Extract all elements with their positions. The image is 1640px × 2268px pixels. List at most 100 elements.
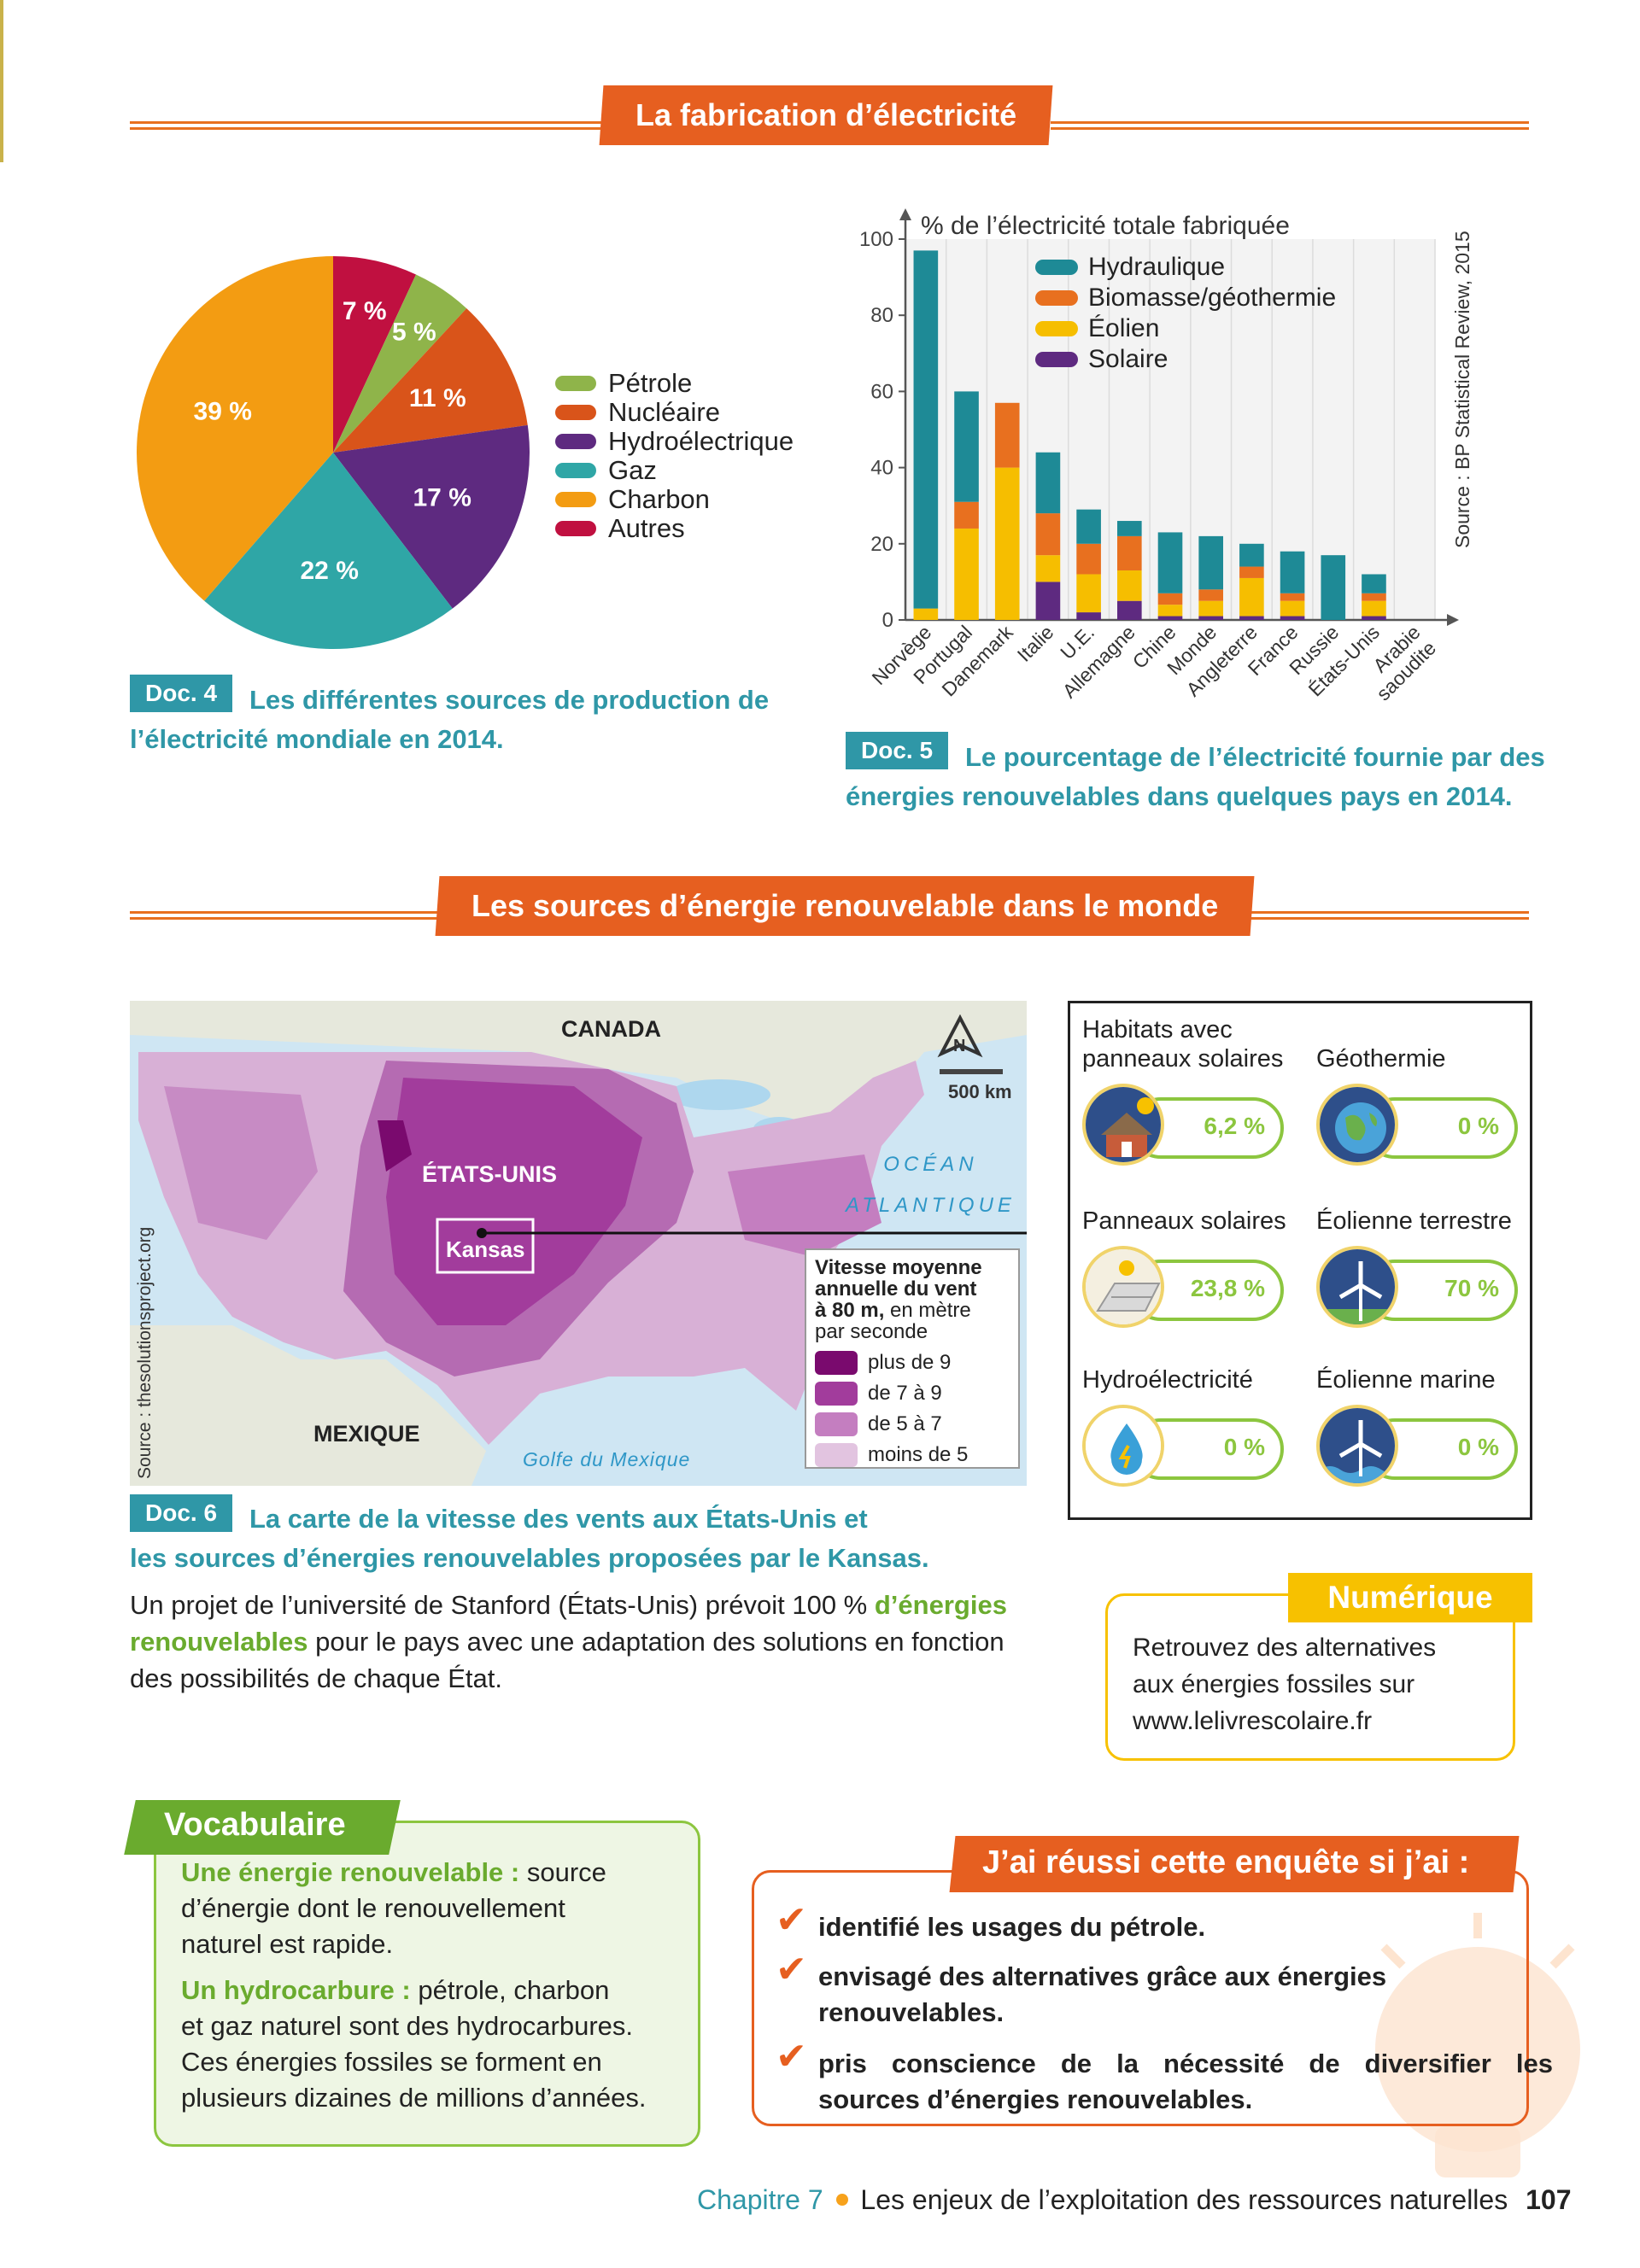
solar-panel-icon <box>1082 1246 1164 1328</box>
bar-segment <box>1076 543 1101 575</box>
x-axis-arrow <box>1447 614 1459 626</box>
bar-segment <box>1362 593 1386 601</box>
usa-land-high <box>386 1078 642 1325</box>
chart-source: Source : BP Statistical Review, 2015 <box>1451 231 1473 548</box>
legend-swatch <box>555 521 596 536</box>
map-legend-label: de 5 à 7 <box>868 1412 942 1435</box>
bar-segment <box>954 391 979 502</box>
footer-chapter: Chapitre 7 <box>697 2184 823 2215</box>
bar-segment <box>1117 570 1142 601</box>
pie-legend-item: Gaz <box>555 455 794 485</box>
doc5-badge: Doc. 5 <box>846 732 949 769</box>
section-title: La fabrication d’électricité <box>599 85 1053 145</box>
map-legend-label: moins de 5 <box>868 1443 969 1466</box>
bar-segment <box>1239 543 1264 567</box>
legend-swatch <box>555 463 596 478</box>
section-rule-left <box>130 121 608 130</box>
checkmark-icon: ✔ <box>776 1949 807 1990</box>
bar-segment <box>1035 555 1061 582</box>
energy-item: Éolienne terrestre 70 % <box>1316 1178 1538 1328</box>
bar-segment <box>1362 574 1386 593</box>
energy-title: Panneaux solaires <box>1082 1207 1286 1235</box>
pie-legend-item: Charbon <box>555 484 794 514</box>
map-legend-swatch <box>815 1412 858 1436</box>
bar-segment <box>1239 616 1264 620</box>
bar-legend-label: Biomasse/géothermie <box>1088 284 1336 312</box>
bar-segment <box>1076 509 1101 544</box>
pie-chart: 7 %5 % 11 % 17 % 22 % 39 % <box>137 256 530 649</box>
legend-swatch <box>555 434 596 449</box>
map-legend-item: moins de 5 <box>815 1440 1010 1470</box>
section2-rule-left <box>130 911 446 920</box>
objective-item: ✔ envisagé des alternatives grâce aux éne… <box>776 1951 1553 2031</box>
map-legend: Vitesse moyenne annuelle du vent à 80 m,… <box>805 1248 1020 1469</box>
energy-title: Hydroélectricité <box>1082 1366 1253 1394</box>
map-label-mexico: MEXIQUE <box>313 1421 420 1447</box>
energy-item: Panneaux solaires 23,8 % <box>1082 1178 1304 1328</box>
map-label-gulf: Golfe du Mexique <box>523 1448 691 1470</box>
map-source: Source : thesolutionsproject.org <box>135 1226 155 1479</box>
legend-label: Charbon <box>608 484 710 514</box>
bar-segment <box>994 402 1020 468</box>
map-legend-item: plus de 9 <box>815 1347 1010 1378</box>
bar-legend-label: Hydraulique <box>1088 253 1225 281</box>
doc4-caption: Les différentes sources de production de… <box>130 685 770 754</box>
pie-slice-hydroélectrique <box>333 424 530 609</box>
bar-segment <box>1362 600 1386 617</box>
energy-item: Éolienne marine 0 % <box>1316 1336 1538 1487</box>
scale-bar <box>940 1069 1003 1074</box>
footer-title: Les enjeux de l’exploitation des ressour… <box>860 2184 1508 2215</box>
page-number: 107 <box>1526 2184 1572 2215</box>
map-legend-swatch <box>815 1443 858 1467</box>
pie-slice-charbon <box>137 256 333 601</box>
bar-segment <box>1321 555 1346 620</box>
objective-item: ✔ pris conscience de la nécessité de dive… <box>776 2038 1553 2118</box>
doc6-badge: Doc. 6 <box>130 1494 233 1532</box>
x-tick-label: Italie <box>1013 621 1058 666</box>
north-arrow-icon: N <box>934 1014 986 1066</box>
pie-legend-item: Autres <box>555 513 794 543</box>
energy-value: 23,8 % <box>1190 1275 1265 1301</box>
pie-legend: Pétrole Nucléaire Hydroélectrique Gaz Charbo… <box>555 368 794 543</box>
checkmark-icon: ✔ <box>776 2036 807 2078</box>
bar-segment <box>994 467 1020 620</box>
pie-label: 39 % <box>194 398 252 426</box>
margin-accent <box>0 0 3 162</box>
canada-land <box>130 1001 1027 1137</box>
bar-segment <box>1117 521 1142 536</box>
bar-legend-label: Éolien <box>1088 314 1159 342</box>
bar-legend-swatch <box>1035 321 1078 336</box>
vocab-box <box>154 1821 700 2147</box>
objective-item: ✔ identifié les usages du pétrole. <box>776 1902 1553 1945</box>
map-label-ocean: OCÉAN ATLANTIQUE <box>846 1153 1016 1217</box>
bar-segment <box>913 250 939 609</box>
bar-segment <box>1198 589 1223 601</box>
bar-legend-swatch <box>1035 260 1078 275</box>
legend-label: Nucléaire <box>608 397 720 427</box>
vocab-title-text: Vocabulaire <box>164 1807 346 1843</box>
bar-segment <box>1198 616 1223 620</box>
energy-panel: Habitats avec panneaux solaires 6,2 % Géoth… <box>1068 1001 1532 1520</box>
pie-legend-item: Hydroélectrique <box>555 426 794 456</box>
wind-map: CANADA ÉTATS-UNIS Kansas MEXIQUE OCÉAN A… <box>130 1001 1027 1486</box>
numerique-link[interactable]: www.lelivrescolaire.fr <box>1133 1707 1373 1735</box>
energy-value: 0 % <box>1223 1434 1265 1460</box>
bar-segment <box>1157 532 1183 593</box>
legend-label: Pétrole <box>608 368 693 398</box>
section2-rule-right <box>1204 911 1529 920</box>
legend-label: Hydroélectrique <box>608 426 794 456</box>
energy-item: Hydroélectricité 0 % <box>1082 1336 1304 1487</box>
vocab-content: Une énergie renouvelable : source d’éner… <box>181 1857 647 2113</box>
checkmark-icon: ✔ <box>776 1899 807 1941</box>
bar-legend-swatch <box>1035 352 1078 367</box>
objective-text: identifié les usages du pétrole. <box>818 1912 1206 1942</box>
bar-segment <box>1035 513 1061 556</box>
bar-segment <box>1076 612 1101 620</box>
offshore-wind-icon <box>1316 1405 1398 1487</box>
energy-title: Éolienne terrestre <box>1316 1207 1512 1235</box>
bar-segment <box>954 528 979 620</box>
stanford-paragraph: Un projet de l’université de Stanford (É… <box>130 1590 1007 1693</box>
y-tick-label: 40 <box>870 457 893 480</box>
chart-title: % de l’électricité totale fabriquée <box>921 212 1290 240</box>
numerique-text: Retrouvez des alternatives aux énergies … <box>1133 1629 1436 1739</box>
